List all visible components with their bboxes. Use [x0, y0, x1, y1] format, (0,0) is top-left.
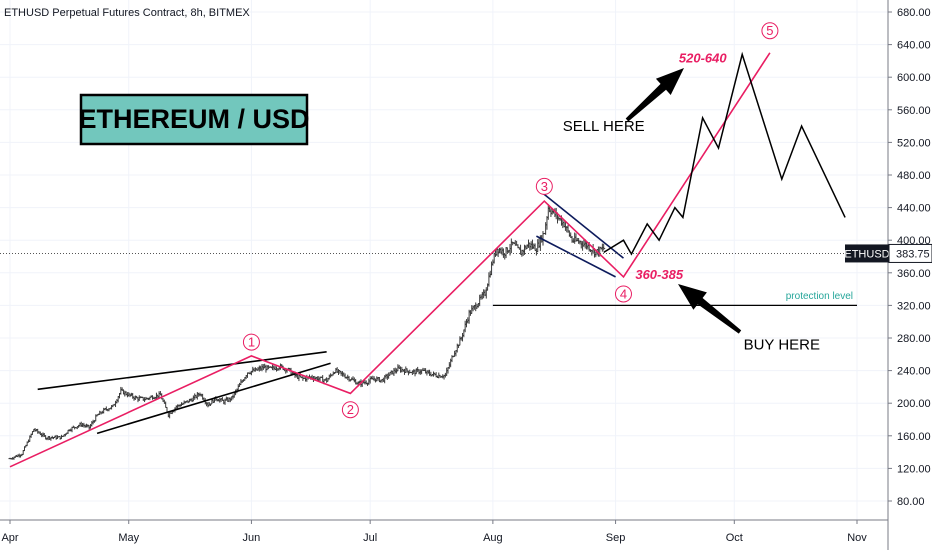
y-tick-label: 160.00 [897, 431, 931, 443]
x-tick-label: Jul [363, 532, 377, 544]
x-tick-label: May [118, 532, 139, 544]
y-tick-label: 680.00 [897, 7, 931, 19]
trendline [96, 362, 331, 435]
elliott-wave-path [9, 52, 771, 468]
x-tick-label: Nov [847, 532, 867, 544]
trendline [37, 351, 327, 391]
chart-header: ETHUSD Perpetual Futures Contract, 8h, B… [4, 7, 250, 19]
wave-label-circle [242, 333, 260, 351]
y-tick-label: 520.00 [897, 137, 931, 149]
y-tick-label: 280.00 [897, 333, 931, 345]
y-tick-label: 320.00 [897, 300, 931, 312]
last-price-value-tag [888, 243, 932, 263]
buy-here-label: BUY HERE [744, 337, 820, 354]
title-box-label: ETHEREUM / USD [78, 104, 309, 134]
sell-here-label: SELL HERE [563, 118, 645, 135]
wave-label-circle [614, 285, 632, 303]
last-price-symbol-tag [845, 244, 889, 263]
y-tick-label: 360.00 [897, 268, 931, 280]
wave-label: 3 [541, 179, 548, 194]
last-price-value: 383.75 [896, 248, 930, 260]
x-tick-label: Apr [1, 532, 18, 544]
target-range-buy-label: 360-385 [635, 267, 683, 282]
wave-label-circle [761, 22, 779, 40]
title-box-frame [79, 93, 309, 146]
buy-arrow [678, 284, 742, 334]
y-tick-label: 120.00 [897, 463, 931, 475]
wave-label-circle [341, 401, 359, 419]
x-tick-label: Sep [606, 532, 626, 544]
target-range-sell-label: 520-640 [679, 50, 727, 65]
overlay: 1 2 3 4 5 360-385 520-640 protection level SELL … [0, 22, 888, 468]
y-tick-label: 640.00 [897, 40, 931, 52]
wave-label-circle [535, 177, 553, 195]
wave-label: 1 [248, 335, 255, 350]
y-tick-label: 240.00 [897, 366, 931, 378]
y-tick-label: 600.00 [897, 72, 931, 84]
y-tick-label: 200.00 [897, 398, 931, 410]
trendline [536, 235, 616, 278]
y-tick-label: 80.00 [897, 496, 925, 508]
wave-label: 2 [347, 402, 354, 417]
x-tick-label: Aug [483, 532, 503, 544]
x-tick-label: Oct [726, 532, 743, 544]
x-tick-label: Jun [243, 532, 261, 544]
sell-arrow [625, 68, 684, 122]
last-price-symbol: ETHUSD [844, 248, 889, 260]
title-box: ETHEREUM / USD [78, 93, 310, 146]
wave-label: 4 [620, 286, 627, 301]
trendline [539, 190, 624, 259]
wave-label: 5 [766, 23, 773, 38]
plot-area [8, 204, 606, 460]
y-tick-label: 560.00 [897, 105, 931, 117]
projection-path [603, 51, 846, 256]
y-tick-label: 480.00 [897, 170, 931, 182]
y-tick-label: 440.00 [897, 203, 931, 215]
protection-level-label: protection level [786, 291, 853, 302]
